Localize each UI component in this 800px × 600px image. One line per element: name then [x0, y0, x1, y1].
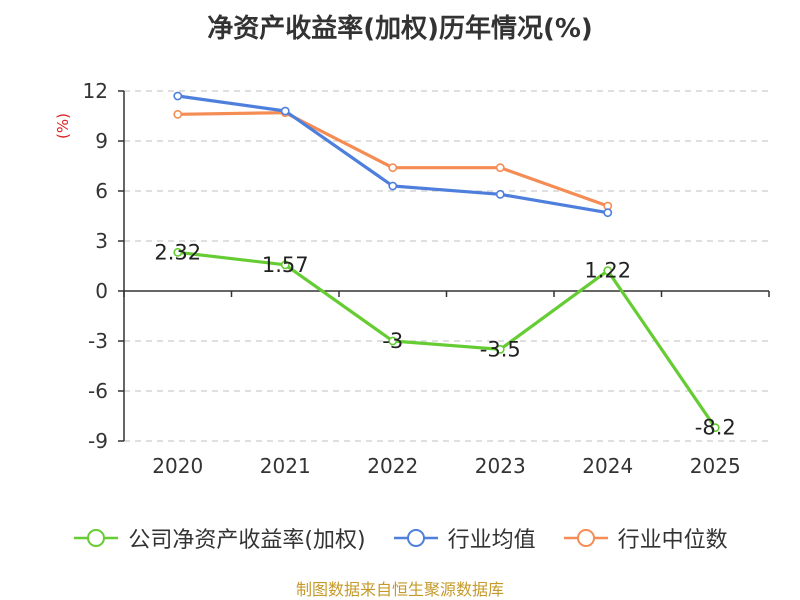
series-layer: [173, 91, 720, 433]
y-tick-label: -3: [88, 329, 108, 353]
data-point-company-roe: [603, 266, 613, 276]
data-label-company-roe: 1.57: [262, 253, 309, 277]
series-company-roe: [173, 247, 720, 433]
x-tick-label: 2022: [367, 454, 418, 478]
series-line-industry-median: [177, 111, 609, 208]
legend-item-industry-median[interactable]: 行业中位数: [562, 522, 728, 554]
data-point-company-roe: [710, 423, 720, 433]
data-labels: 2.32 1.57 -3 -3.5 1.22 -8.2: [154, 240, 735, 439]
data-point-company-roe: [280, 260, 290, 270]
grid-lines: [124, 90, 769, 442]
data-point-company-roe: [388, 336, 398, 346]
data-point-company-roe: [495, 344, 505, 354]
data-label-company-roe: 2.32: [154, 240, 201, 264]
legend-label-company-roe: 公司净资产收益率(加权): [128, 528, 366, 553]
legend-swatch-marker: [87, 529, 106, 547]
y-tick-label: 9: [95, 129, 108, 153]
legend-swatch-industry-median: [563, 529, 608, 547]
y-tick-label: 3: [95, 229, 108, 253]
data-label-company-roe: 1.22: [584, 259, 631, 283]
data-point-industry-mean: [280, 106, 290, 116]
data-point-industry-median: [495, 163, 505, 173]
legend-swatch-company-roe: [74, 529, 119, 547]
y-tick-label: 6: [95, 179, 108, 203]
axes: 12 9 6 3 0 -3 -6 -9 2020 2021 2022 2023 2024 2025: [83, 79, 770, 478]
x-tick-label: 2024: [582, 454, 633, 478]
data-point-industry-mean: [388, 181, 398, 191]
legend-item-industry-mean[interactable]: 行业均值: [392, 522, 536, 554]
data-point-industry-mean: [495, 189, 505, 199]
source-note: 制图数据来自恒生聚源数据库: [295, 580, 504, 599]
x-tick-label: 2023: [475, 454, 526, 478]
data-point-industry-mean: [173, 91, 183, 101]
y-tick-label: 0: [95, 279, 108, 303]
legend-swatch-marker: [406, 529, 425, 547]
legend-swatch-marker: [576, 529, 595, 547]
data-point-industry-median: [173, 109, 183, 119]
data-point-industry-median: [388, 163, 398, 173]
chart-title: 净资产收益率(加权)历年情况(%): [207, 14, 593, 44]
series-industry-median: [173, 108, 613, 211]
legend-label-industry-mean: 行业均值: [447, 528, 536, 553]
legend-label-industry-median: 行业中位数: [617, 528, 728, 553]
data-label-company-roe: -3.5: [480, 337, 521, 361]
y-tick-label: 12: [83, 79, 108, 103]
data-label-company-roe: -3: [382, 329, 403, 353]
legend-swatch-industry-mean: [393, 529, 438, 547]
series-industry-mean: [173, 91, 613, 218]
y-tick-label: -9: [88, 429, 108, 453]
x-tick-label: 2025: [690, 454, 741, 478]
data-label-company-roe: -8.2: [695, 416, 736, 440]
y-tick-label: -6: [88, 379, 108, 403]
legend: 公司净资产收益率(加权) 行业均值 行业中位数: [0, 520, 800, 556]
x-tick-label: 2021: [260, 454, 311, 478]
x-tick-label: 2020: [152, 454, 203, 478]
data-point-industry-mean: [603, 208, 613, 218]
data-point-company-roe: [173, 247, 183, 257]
series-line-company-roe: [177, 250, 717, 429]
legend-item-company-roe[interactable]: 公司净资产收益率(加权): [72, 522, 366, 554]
y-axis-label: (%): [54, 113, 72, 139]
